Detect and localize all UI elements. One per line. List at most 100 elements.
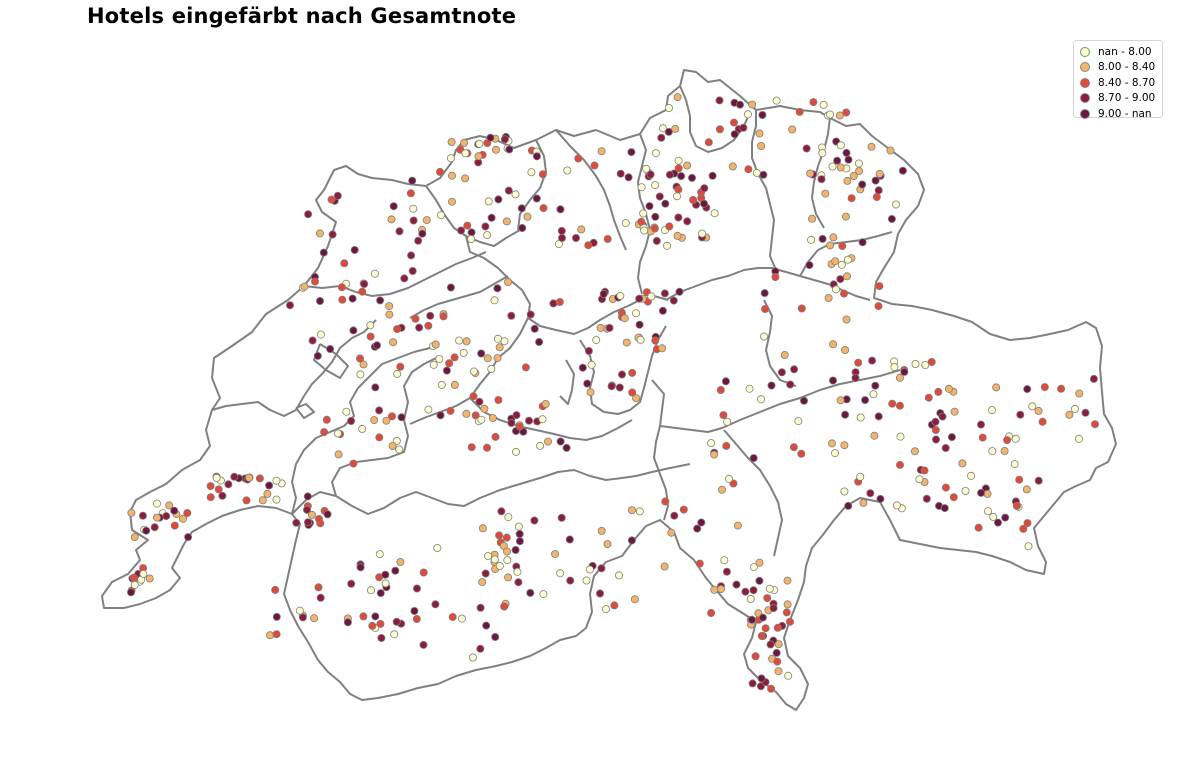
hotel-point bbox=[340, 259, 349, 268]
hotel-point bbox=[597, 564, 606, 573]
hotel-point bbox=[749, 563, 758, 572]
hotel-point bbox=[556, 205, 565, 214]
hotel-point bbox=[730, 118, 739, 127]
hotel-point bbox=[515, 422, 524, 431]
hotel-point bbox=[392, 436, 401, 445]
hotel-point bbox=[983, 489, 992, 498]
hotel-point bbox=[932, 435, 941, 444]
canton-border bbox=[517, 139, 547, 231]
hotel-point bbox=[888, 399, 897, 408]
hotel-point bbox=[450, 380, 459, 389]
hotel-point bbox=[477, 349, 486, 358]
hotel-point bbox=[821, 189, 830, 198]
hotel-point bbox=[387, 412, 396, 421]
hotel-point bbox=[984, 507, 993, 516]
hotel-point bbox=[412, 584, 421, 593]
hotel-point bbox=[856, 472, 865, 481]
hotel-point bbox=[457, 614, 466, 623]
hotel-point bbox=[459, 348, 468, 357]
hotel-point bbox=[1010, 460, 1019, 469]
hotel-point bbox=[931, 417, 940, 426]
canton-border bbox=[409, 275, 509, 319]
hotel-point bbox=[218, 491, 227, 500]
hotel-point bbox=[462, 409, 471, 418]
hotel-point bbox=[446, 406, 455, 415]
hotel-point bbox=[674, 164, 683, 173]
hotel-point bbox=[442, 366, 451, 375]
hotel-point bbox=[664, 127, 673, 136]
hotel-point bbox=[832, 285, 841, 294]
hotel-point bbox=[887, 214, 896, 223]
hotel-point bbox=[837, 260, 846, 269]
hotel-point bbox=[577, 225, 586, 234]
hotel-point bbox=[375, 550, 384, 559]
hotel-point bbox=[721, 377, 730, 386]
hotel-point bbox=[184, 533, 193, 542]
hotel-point bbox=[786, 617, 795, 626]
hotel-point bbox=[842, 108, 851, 117]
hotel-point bbox=[1022, 485, 1031, 494]
hotel-point bbox=[1038, 417, 1047, 426]
hotel-point bbox=[658, 344, 667, 353]
hotel-point bbox=[733, 521, 742, 530]
hotel-point bbox=[323, 510, 332, 519]
hotel-point bbox=[842, 148, 851, 157]
hotel-point bbox=[265, 481, 274, 490]
hotel-point bbox=[505, 145, 514, 154]
hotel-point bbox=[920, 466, 929, 475]
hotel-point bbox=[615, 383, 624, 392]
hotel-point bbox=[320, 428, 329, 437]
legend-swatch bbox=[1080, 46, 1090, 57]
hotel-point bbox=[381, 570, 390, 579]
hotel-point bbox=[355, 354, 364, 363]
hotel-point bbox=[468, 653, 477, 662]
hotel-point bbox=[139, 569, 148, 578]
hotel-point bbox=[922, 494, 931, 503]
hotel-point bbox=[500, 337, 509, 346]
hotel-point bbox=[590, 161, 599, 170]
hotel-point bbox=[314, 583, 323, 592]
hotel-point bbox=[532, 152, 541, 161]
hotel-point bbox=[941, 443, 950, 452]
hotel-point bbox=[624, 173, 633, 182]
hotel-point bbox=[836, 396, 845, 405]
hotel-point bbox=[603, 234, 612, 243]
hotel-point bbox=[841, 345, 850, 354]
hotel-point bbox=[507, 311, 516, 320]
hotel-point bbox=[525, 416, 534, 425]
hotel-point bbox=[584, 346, 593, 355]
hotel-point bbox=[285, 301, 294, 310]
hotel-point bbox=[467, 228, 476, 237]
canton-border bbox=[313, 343, 349, 379]
hotel-point bbox=[532, 194, 541, 203]
hotel-point bbox=[500, 602, 509, 611]
hotel-point bbox=[178, 514, 187, 523]
hotel-point bbox=[150, 523, 159, 532]
hotel-point bbox=[474, 152, 483, 161]
canton-border bbox=[331, 357, 437, 497]
hotel-point bbox=[447, 137, 456, 146]
hotel-point bbox=[632, 309, 641, 318]
hotel-point bbox=[835, 111, 844, 120]
hotel-point bbox=[381, 579, 390, 588]
hotel-point bbox=[495, 531, 504, 540]
hotel-point bbox=[596, 589, 605, 598]
hotel-point bbox=[514, 578, 523, 587]
hotel-point bbox=[538, 170, 547, 179]
hotel-point bbox=[503, 556, 512, 565]
hotel-point bbox=[607, 382, 616, 391]
legend-item: 8.70 - 9.00 bbox=[1080, 91, 1162, 107]
hotel-point bbox=[849, 171, 858, 180]
hotel-point bbox=[647, 292, 656, 301]
hotel-point bbox=[806, 169, 815, 178]
hotel-point bbox=[511, 546, 520, 555]
hotel-point bbox=[491, 145, 500, 154]
hotel-point bbox=[370, 416, 379, 425]
hotel-point bbox=[446, 283, 455, 292]
hotel-point bbox=[658, 124, 667, 133]
hotel-point bbox=[961, 486, 970, 495]
hotel-point bbox=[491, 633, 500, 642]
hotel-point bbox=[512, 411, 521, 420]
hotel-point bbox=[674, 185, 683, 194]
hotel-point bbox=[1003, 436, 1012, 445]
